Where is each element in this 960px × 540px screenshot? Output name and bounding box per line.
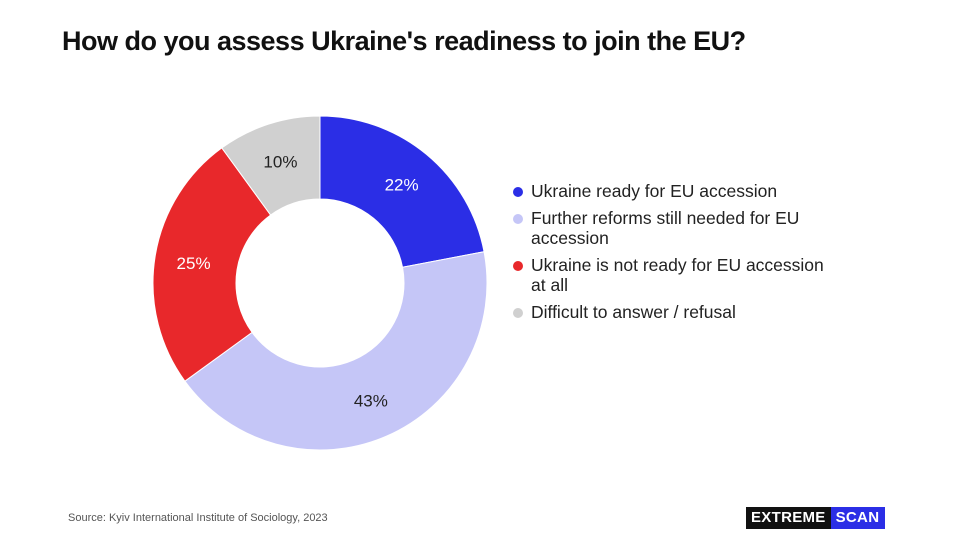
legend-label: Ukraine ready for EU accession	[531, 181, 778, 201]
brand-logo-part2: SCAN	[830, 507, 886, 529]
brand-logo-part1: EXTREME	[746, 507, 831, 529]
legend-dot-icon	[513, 261, 523, 271]
slice-1	[184, 251, 488, 451]
source-note: Source: Kyiv International Institute of …	[68, 512, 328, 524]
legend-dot-icon	[513, 308, 523, 318]
legend-item-1: Further reforms still needed for EU acce…	[512, 208, 832, 248]
legend: Ukraine ready for EU accession Further re…	[512, 181, 832, 329]
legend-label: Ukraine is not ready for EU accession at…	[531, 255, 824, 295]
slice-2	[152, 147, 272, 382]
legend-item-2: Ukraine is not ready for EU accession at…	[512, 255, 832, 295]
legend-dot-icon	[513, 187, 523, 197]
legend-item-0: Ukraine ready for EU accession	[512, 181, 832, 201]
legend-dot-icon	[513, 214, 523, 224]
legend-label: Difficult to answer / refusal	[531, 302, 736, 322]
slice-0	[319, 115, 485, 268]
slice-3	[221, 115, 321, 216]
slice-label-2: 25%	[177, 254, 211, 273]
legend-item-3: Difficult to answer / refusal	[512, 302, 832, 322]
slice-label-3: 10%	[263, 152, 297, 171]
slice-label-1: 43%	[354, 391, 388, 410]
slice-label-0: 22%	[385, 175, 419, 194]
brand-logo: EXTREME SCAN	[746, 507, 886, 529]
legend-label: Further reforms still needed for EU acce…	[531, 208, 800, 248]
page-title: How do you assess Ukraine's readiness to…	[62, 26, 746, 56]
